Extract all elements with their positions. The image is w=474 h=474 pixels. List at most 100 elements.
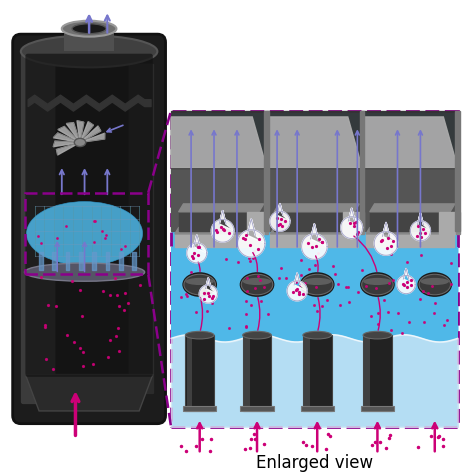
Polygon shape xyxy=(341,208,363,238)
Ellipse shape xyxy=(418,272,452,297)
Polygon shape xyxy=(66,123,80,143)
Polygon shape xyxy=(175,234,263,246)
Polygon shape xyxy=(247,219,255,235)
Ellipse shape xyxy=(362,274,393,295)
Ellipse shape xyxy=(25,263,145,281)
Polygon shape xyxy=(343,212,360,234)
Polygon shape xyxy=(418,213,423,225)
FancyBboxPatch shape xyxy=(26,54,153,377)
Polygon shape xyxy=(56,143,80,155)
Polygon shape xyxy=(26,374,153,411)
Ellipse shape xyxy=(72,24,106,34)
Polygon shape xyxy=(219,210,226,224)
Ellipse shape xyxy=(74,138,86,146)
Polygon shape xyxy=(264,110,269,231)
Polygon shape xyxy=(270,203,290,231)
Polygon shape xyxy=(264,212,268,234)
Polygon shape xyxy=(287,273,307,301)
Ellipse shape xyxy=(182,272,217,297)
Ellipse shape xyxy=(27,201,143,265)
Bar xyxy=(64,29,114,52)
Polygon shape xyxy=(310,224,318,239)
Bar xyxy=(244,335,250,411)
Polygon shape xyxy=(383,222,390,237)
Polygon shape xyxy=(237,219,265,257)
Polygon shape xyxy=(266,167,362,231)
Polygon shape xyxy=(187,235,207,263)
Polygon shape xyxy=(277,203,283,215)
Polygon shape xyxy=(348,208,355,221)
Polygon shape xyxy=(171,110,266,167)
Polygon shape xyxy=(274,204,359,212)
Polygon shape xyxy=(171,117,266,167)
Bar xyxy=(183,406,216,411)
Polygon shape xyxy=(266,117,362,167)
Polygon shape xyxy=(294,273,300,285)
Bar xyxy=(243,335,271,411)
Text: Enlarged view: Enlarged view xyxy=(256,454,373,472)
Ellipse shape xyxy=(185,331,214,339)
Ellipse shape xyxy=(419,274,450,295)
Polygon shape xyxy=(366,234,454,246)
Polygon shape xyxy=(274,212,355,231)
Ellipse shape xyxy=(185,278,214,285)
Polygon shape xyxy=(179,204,264,212)
Polygon shape xyxy=(362,110,458,167)
Polygon shape xyxy=(370,204,455,212)
FancyBboxPatch shape xyxy=(129,64,154,394)
Polygon shape xyxy=(54,133,80,143)
Ellipse shape xyxy=(300,272,335,297)
Polygon shape xyxy=(206,278,211,289)
Ellipse shape xyxy=(62,21,117,36)
Polygon shape xyxy=(171,167,266,231)
Bar xyxy=(185,335,214,411)
Bar xyxy=(26,192,148,274)
Bar xyxy=(304,335,310,411)
Bar xyxy=(171,110,458,427)
Ellipse shape xyxy=(184,274,216,295)
Polygon shape xyxy=(194,235,200,247)
Ellipse shape xyxy=(363,331,392,339)
Ellipse shape xyxy=(303,331,331,339)
Polygon shape xyxy=(301,224,327,259)
Polygon shape xyxy=(211,210,234,242)
Polygon shape xyxy=(175,228,266,234)
Polygon shape xyxy=(370,212,450,231)
Polygon shape xyxy=(80,122,93,143)
Ellipse shape xyxy=(363,278,392,285)
Polygon shape xyxy=(199,278,218,303)
Polygon shape xyxy=(438,212,456,234)
Polygon shape xyxy=(77,121,84,143)
Polygon shape xyxy=(366,228,458,234)
Polygon shape xyxy=(362,117,458,167)
Polygon shape xyxy=(270,234,358,246)
Polygon shape xyxy=(362,167,458,231)
Ellipse shape xyxy=(21,36,157,67)
Polygon shape xyxy=(360,212,364,234)
Bar xyxy=(240,406,273,411)
Polygon shape xyxy=(270,228,362,234)
FancyBboxPatch shape xyxy=(21,54,55,404)
FancyBboxPatch shape xyxy=(13,34,165,424)
Bar xyxy=(303,335,331,411)
Polygon shape xyxy=(266,110,362,167)
Polygon shape xyxy=(403,268,409,279)
Polygon shape xyxy=(58,127,80,143)
Ellipse shape xyxy=(241,274,273,295)
Polygon shape xyxy=(53,141,80,147)
Ellipse shape xyxy=(420,278,449,285)
Ellipse shape xyxy=(243,331,271,339)
Ellipse shape xyxy=(360,272,395,297)
Bar xyxy=(187,335,192,411)
Polygon shape xyxy=(360,110,365,231)
Polygon shape xyxy=(374,222,398,255)
Polygon shape xyxy=(456,110,460,231)
Ellipse shape xyxy=(243,278,271,285)
Polygon shape xyxy=(456,212,460,234)
Bar xyxy=(171,246,458,338)
Ellipse shape xyxy=(301,274,333,295)
Ellipse shape xyxy=(240,272,274,297)
Polygon shape xyxy=(179,212,259,231)
Bar xyxy=(363,335,392,411)
Bar xyxy=(365,335,370,411)
